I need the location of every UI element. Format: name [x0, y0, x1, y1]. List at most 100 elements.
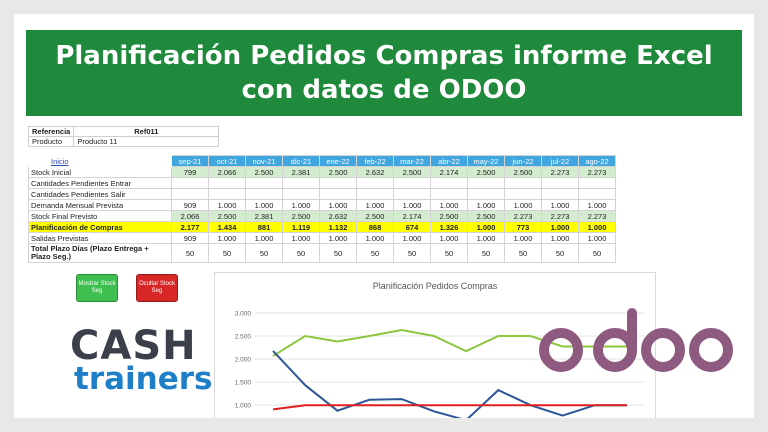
table-cell[interactable]: 50 — [171, 243, 209, 263]
table-cell[interactable]: 2.174 — [430, 166, 468, 178]
inicio-link[interactable]: Inicio — [51, 156, 69, 166]
table-cell[interactable]: 50 — [504, 243, 542, 263]
table-cell[interactable]: 1.000 — [245, 232, 283, 244]
table-cell[interactable]: 1.000 — [282, 199, 320, 211]
table-cell[interactable]: 2.273 — [504, 210, 542, 222]
table-cell[interactable] — [393, 177, 431, 189]
table-cell[interactable]: 1.000 — [208, 232, 246, 244]
table-cell[interactable] — [541, 188, 579, 200]
table-cell[interactable] — [171, 177, 209, 189]
table-cell[interactable]: 1.000 — [467, 221, 505, 233]
table-cell[interactable] — [504, 188, 542, 200]
table-cell[interactable]: 50 — [393, 243, 431, 263]
table-cell[interactable] — [430, 177, 468, 189]
table-cell[interactable]: 1.000 — [208, 199, 246, 211]
table-cell[interactable]: 1.000 — [430, 232, 468, 244]
table-cell[interactable] — [578, 188, 616, 200]
table-cell[interactable]: 2.500 — [393, 166, 431, 178]
table-cell[interactable]: 50 — [356, 243, 394, 263]
table-cell[interactable]: 2.500 — [356, 210, 394, 222]
table-cell[interactable]: 2.174 — [393, 210, 431, 222]
table-cell[interactable]: 2.632 — [356, 166, 394, 178]
table-cell[interactable] — [467, 177, 505, 189]
table-cell[interactable] — [171, 188, 209, 200]
table-cell[interactable]: 1.000 — [430, 199, 468, 211]
table-cell[interactable] — [356, 188, 394, 200]
table-cell[interactable]: 1.000 — [578, 232, 616, 244]
table-cell[interactable]: 1.000 — [541, 221, 579, 233]
table-cell[interactable]: 1.119 — [282, 221, 320, 233]
table-cell[interactable]: 1.132 — [319, 221, 357, 233]
table-cell[interactable]: 1.000 — [356, 199, 394, 211]
table-cell[interactable] — [282, 188, 320, 200]
table-cell[interactable]: 2.273 — [578, 210, 616, 222]
table-cell[interactable]: 2.177 — [171, 221, 209, 233]
table-cell[interactable]: 2.273 — [541, 210, 579, 222]
table-cell[interactable] — [467, 188, 505, 200]
table-cell[interactable] — [282, 177, 320, 189]
mostrar-stock-button[interactable]: Mostrar Stock Seg — [76, 274, 118, 302]
table-cell[interactable]: 909 — [171, 232, 209, 244]
table-cell[interactable]: 50 — [541, 243, 579, 263]
table-cell[interactable]: 50 — [319, 243, 357, 263]
table-cell[interactable]: 50 — [578, 243, 616, 263]
table-cell[interactable] — [208, 177, 246, 189]
table-cell[interactable]: 2.273 — [578, 166, 616, 178]
table-cell[interactable]: 2.500 — [504, 166, 542, 178]
table-cell[interactable]: 50 — [430, 243, 468, 263]
table-cell[interactable] — [319, 188, 357, 200]
table-cell[interactable]: 1.000 — [504, 232, 542, 244]
table-cell[interactable]: 2.500 — [245, 166, 283, 178]
table-cell[interactable]: 1.000 — [467, 199, 505, 211]
table-cell[interactable] — [245, 177, 283, 189]
table-cell[interactable]: 1.000 — [504, 199, 542, 211]
table-cell[interactable]: 2.500 — [467, 166, 505, 178]
table-cell[interactable]: 50 — [282, 243, 320, 263]
table-cell[interactable]: 1.000 — [541, 232, 579, 244]
table-cell[interactable] — [208, 188, 246, 200]
table-cell[interactable]: 1.000 — [467, 232, 505, 244]
table-cell[interactable] — [578, 177, 616, 189]
table-cell[interactable]: 2.381 — [245, 210, 283, 222]
table-cell[interactable]: 1.000 — [319, 199, 357, 211]
table-cell[interactable]: 1.000 — [541, 199, 579, 211]
table-cell[interactable]: 881 — [245, 221, 283, 233]
table-cell[interactable]: 1.326 — [430, 221, 468, 233]
table-cell[interactable]: 2.500 — [208, 210, 246, 222]
table-cell[interactable]: 2.066 — [208, 166, 246, 178]
table-cell[interactable]: 1.000 — [282, 232, 320, 244]
table-cell[interactable]: 1.000 — [319, 232, 357, 244]
table-cell[interactable]: 2.066 — [171, 210, 209, 222]
table-cell[interactable] — [430, 188, 468, 200]
ocultar-stock-button[interactable]: Ocultar Stock Seg — [136, 274, 178, 302]
table-cell[interactable]: 1.434 — [208, 221, 246, 233]
table-cell[interactable]: 1.000 — [356, 232, 394, 244]
table-cell[interactable]: 799 — [171, 166, 209, 178]
table-cell[interactable]: 868 — [356, 221, 394, 233]
table-cell[interactable] — [245, 188, 283, 200]
table-cell[interactable]: 1.000 — [393, 232, 431, 244]
table-cell[interactable]: 1.000 — [393, 199, 431, 211]
month-header: ene-22 — [319, 155, 357, 167]
table-cell[interactable] — [504, 177, 542, 189]
table-cell[interactable]: 1.000 — [245, 199, 283, 211]
table-cell[interactable]: 2.500 — [319, 166, 357, 178]
table-cell[interactable]: 2.500 — [282, 210, 320, 222]
table-cell[interactable]: 2.381 — [282, 166, 320, 178]
table-cell[interactable]: 2.500 — [467, 210, 505, 222]
table-cell[interactable]: 1.000 — [578, 221, 616, 233]
table-cell[interactable]: 773 — [504, 221, 542, 233]
table-cell[interactable]: 2.632 — [319, 210, 357, 222]
table-cell[interactable]: 50 — [245, 243, 283, 263]
table-cell[interactable]: 2.500 — [430, 210, 468, 222]
table-cell[interactable] — [541, 177, 579, 189]
table-cell[interactable]: 1.000 — [578, 199, 616, 211]
table-cell[interactable] — [356, 177, 394, 189]
table-cell[interactable] — [393, 188, 431, 200]
table-cell[interactable]: 2.273 — [541, 166, 579, 178]
table-cell[interactable]: 50 — [467, 243, 505, 263]
table-cell[interactable]: 674 — [393, 221, 431, 233]
table-cell[interactable]: 50 — [208, 243, 246, 263]
table-cell[interactable]: 909 — [171, 199, 209, 211]
table-cell[interactable] — [319, 177, 357, 189]
